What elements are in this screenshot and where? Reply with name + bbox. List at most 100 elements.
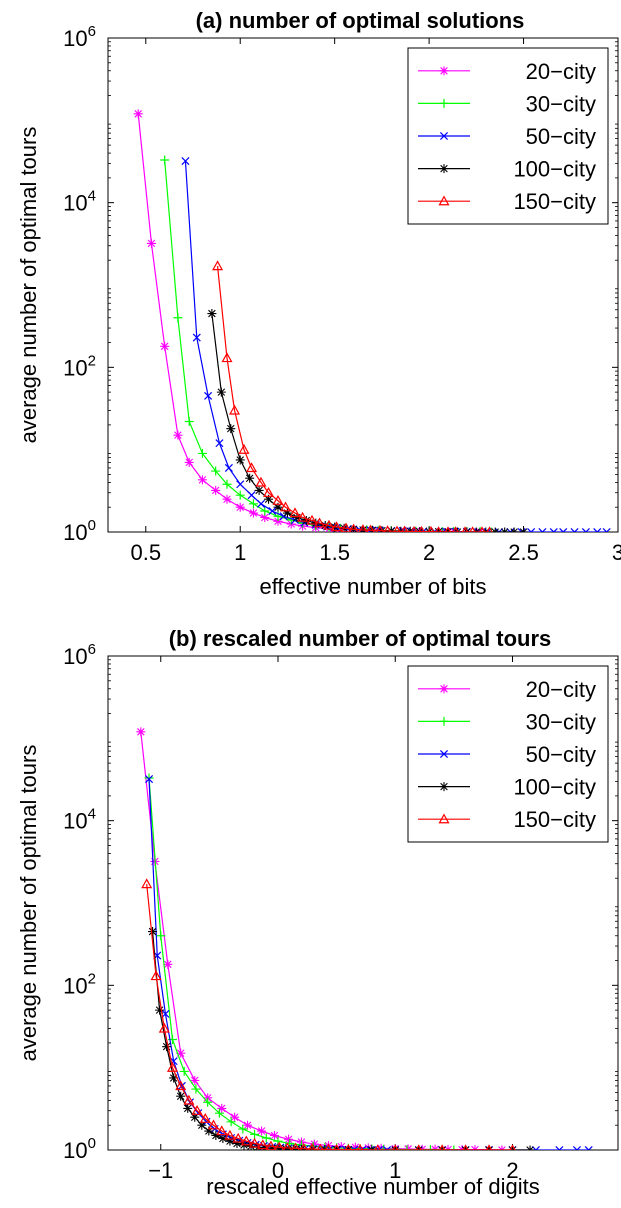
data-point: [191, 1104, 203, 1115]
data-point: [179, 1066, 189, 1076]
data-point: [403, 1144, 413, 1150]
x-tick-label: 0.5: [130, 540, 161, 565]
data-point: [254, 485, 264, 495]
data-point: [538, 527, 547, 532]
data-point: [383, 1145, 392, 1150]
data-point: [160, 155, 170, 165]
data-point: [410, 525, 418, 532]
data-point: [297, 511, 309, 522]
data-point: [232, 1138, 242, 1148]
data-point: [145, 775, 154, 784]
data-point: [221, 352, 233, 363]
data-point: [509, 1144, 516, 1150]
data-point: [263, 486, 275, 497]
data-point: [264, 494, 274, 504]
legend-label: 50−city: [526, 124, 596, 149]
data-point: [192, 333, 201, 342]
data-point: [226, 424, 236, 434]
data-point: [366, 524, 375, 532]
data-point: [427, 525, 435, 532]
data-point: [366, 1145, 375, 1150]
data-point: [190, 1112, 200, 1122]
data-point: [217, 1103, 227, 1113]
data-point: [274, 1141, 284, 1150]
data-point: [250, 1129, 260, 1139]
data-point: [173, 430, 183, 440]
data-point: [525, 1145, 535, 1150]
data-point: [280, 501, 292, 512]
data-point: [211, 466, 221, 476]
data-point: [148, 927, 158, 937]
legend-label: 20−city: [526, 59, 596, 84]
data-point: [581, 527, 590, 532]
data-point: [199, 1112, 211, 1123]
series-5: [212, 260, 493, 532]
y-tick-label: 104: [63, 806, 96, 834]
legend-entry: 20−city: [418, 677, 596, 702]
x-tick-label: 1.5: [319, 540, 350, 565]
data-point: [469, 526, 476, 532]
data-point: [248, 499, 258, 509]
data-point: [169, 1073, 179, 1083]
data-point: [176, 1091, 186, 1101]
data-point: [218, 1133, 228, 1143]
legend-label: 150−city: [513, 807, 596, 832]
data-point: [527, 527, 536, 532]
series-5: [141, 878, 516, 1150]
data-point: [261, 1133, 271, 1143]
data-point: [323, 519, 335, 530]
legend-entry: 100−city: [418, 775, 596, 800]
x-tick-label: −1: [148, 1158, 173, 1183]
data-point: [306, 514, 318, 525]
data-point: [260, 1143, 270, 1150]
data-point: [281, 1144, 291, 1150]
data-point: [559, 527, 568, 532]
data-point: [356, 1143, 364, 1150]
legend-marker: [439, 684, 449, 694]
data-point: [224, 1129, 236, 1140]
data-point: [444, 526, 452, 532]
x-tick-label: 2.5: [508, 540, 539, 565]
y-tick-label: 102: [63, 352, 96, 380]
legend-entry: 150−city: [418, 189, 596, 214]
data-point: [350, 1142, 360, 1150]
x-tick-label: 2: [506, 1158, 518, 1183]
data-point: [158, 1022, 170, 1033]
data-point: [175, 1080, 187, 1091]
data-point: [268, 506, 277, 516]
data-point: [593, 527, 602, 532]
data-point: [141, 878, 153, 889]
data-point: [173, 313, 183, 323]
y-tick-label: 106: [63, 641, 96, 669]
data-point: [214, 1108, 224, 1118]
data-point: [222, 494, 232, 504]
chart-title: (a) number of optimal solutions: [196, 8, 525, 33]
data-point: [162, 1042, 172, 1052]
data-point: [572, 1145, 581, 1150]
data-point: [215, 439, 224, 448]
data-point: [383, 525, 392, 532]
data-point: [243, 1120, 253, 1130]
data-point: [506, 527, 515, 532]
data-point: [449, 1145, 459, 1150]
data-point: [316, 1143, 324, 1150]
y-axis-label: average number of optimal tours: [16, 127, 41, 444]
data-point: [292, 513, 302, 523]
x-tick-label: 1: [389, 1158, 401, 1183]
data-point: [161, 1009, 170, 1018]
data-point: [136, 727, 146, 737]
data-point: [246, 462, 258, 473]
legend-marker: [439, 66, 449, 76]
data-point: [376, 524, 384, 532]
data-point: [216, 1125, 228, 1136]
legend-label: 100−city: [513, 775, 596, 800]
x-tick-label: 3: [612, 540, 621, 565]
legend-marker: [438, 195, 450, 206]
data-point: [256, 499, 266, 508]
data-point: [435, 526, 442, 532]
data-point: [160, 341, 170, 351]
data-point: [211, 485, 221, 495]
data-point: [392, 1144, 399, 1150]
x-axis-label: rescaled effective number of digits: [206, 1174, 539, 1199]
legend-label: 150−city: [513, 189, 596, 214]
